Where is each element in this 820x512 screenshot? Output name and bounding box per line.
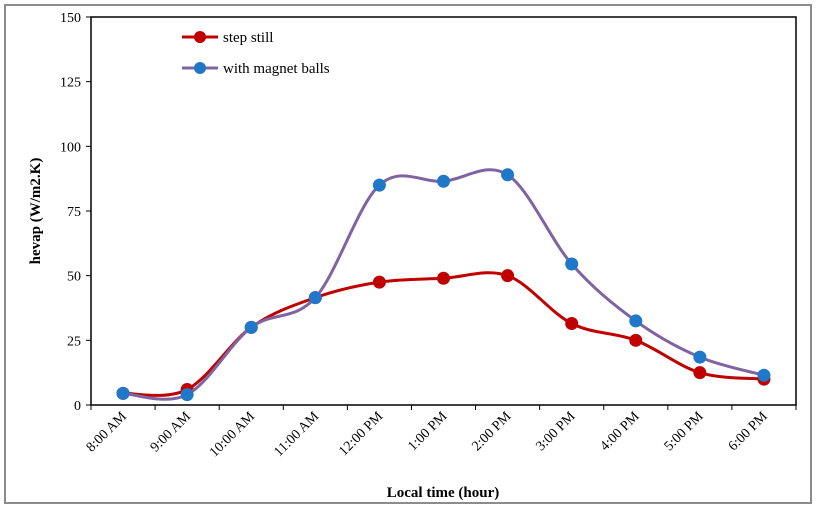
x-tick-label: 3:00 PM xyxy=(534,409,579,454)
x-axis-ticks: 8:00 AM 9:00 AM 10:00 AM 11:00 AM 12:00 PM 1:… xyxy=(84,405,797,460)
data-point-step-still xyxy=(565,317,579,331)
data-point-with-magnet-balls xyxy=(629,314,643,328)
series-layer xyxy=(116,168,771,402)
data-point-step-still xyxy=(437,271,450,285)
x-tick-label: 4:00 PM xyxy=(598,409,643,454)
y-tick-label: 125 xyxy=(60,76,81,91)
legend-marker-magnet-balls xyxy=(194,62,206,74)
legend: step still with magnet balls xyxy=(182,30,330,77)
data-point-with-magnet-balls xyxy=(372,178,386,192)
data-point-with-magnet-balls xyxy=(116,386,130,400)
data-point-with-magnet-balls xyxy=(693,350,707,364)
y-tick-label: 25 xyxy=(67,334,81,349)
data-point-with-magnet-balls xyxy=(565,257,579,271)
x-tick-label: 8:00 AM xyxy=(84,409,130,455)
data-point-step-still xyxy=(629,333,643,347)
plot-area xyxy=(90,16,797,406)
data-point-with-magnet-balls xyxy=(180,388,194,402)
y-axis-ticks: 0 25 50 75 100 125 150 xyxy=(60,11,91,414)
data-point-step-still xyxy=(372,275,386,289)
x-tick-label: 1:00 PM xyxy=(405,409,450,454)
y-tick-label: 75 xyxy=(67,205,81,220)
x-tick-label: 6:00 PM xyxy=(726,409,771,454)
data-point-step-still xyxy=(501,269,515,283)
data-point-with-magnet-balls xyxy=(437,174,450,188)
data-point-step-still xyxy=(693,366,707,380)
data-point-with-magnet-balls xyxy=(244,320,258,334)
data-point-with-magnet-balls xyxy=(757,368,771,382)
x-tick-label: 11:00 AM xyxy=(271,409,322,460)
legend-marker-step-still xyxy=(194,31,206,43)
x-tick-label: 10:00 AM xyxy=(207,409,258,460)
x-tick-label: 5:00 PM xyxy=(662,409,707,454)
data-point-with-magnet-balls xyxy=(501,168,515,182)
x-axis-title: Local time (hour) xyxy=(387,485,499,501)
data-point-with-magnet-balls xyxy=(308,291,322,305)
y-tick-label: 50 xyxy=(67,270,81,285)
x-tick-label: 9:00 AM xyxy=(148,409,194,455)
y-tick-label: 0 xyxy=(74,399,81,414)
legend-label-magnet-balls: with magnet balls xyxy=(223,61,330,77)
y-axis-title: hevap (W/m2.K) xyxy=(28,158,44,265)
y-tick-label: 150 xyxy=(60,11,81,26)
x-tick-label: 12:00 PM xyxy=(336,409,386,459)
legend-label-step-still: step still xyxy=(223,30,273,46)
x-tick-label: 2:00 PM xyxy=(469,409,514,454)
y-tick-label: 100 xyxy=(60,140,81,155)
